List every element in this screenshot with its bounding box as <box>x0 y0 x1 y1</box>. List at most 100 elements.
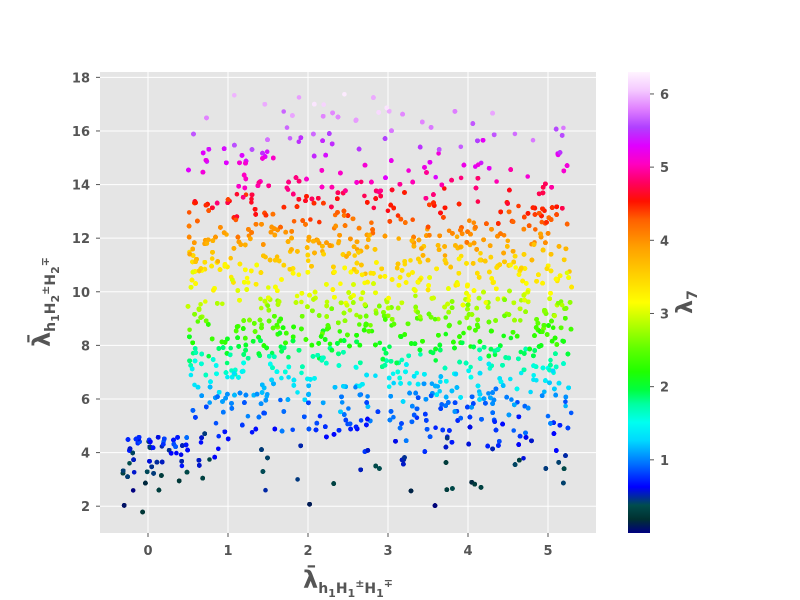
scatter-point <box>373 373 378 379</box>
scatter-point <box>365 394 370 399</box>
scatter-point <box>179 463 185 469</box>
scatter-point <box>130 488 136 493</box>
scatter-point <box>433 174 439 180</box>
scatter-point <box>436 151 441 156</box>
scatter-point <box>192 382 197 388</box>
scatter-point <box>220 301 225 307</box>
scatter-point <box>278 397 283 403</box>
scatter-point <box>207 457 212 462</box>
scatter-point <box>521 226 527 232</box>
scatter-point <box>279 375 284 381</box>
scatter-point <box>244 275 250 281</box>
scatter-point <box>410 217 416 222</box>
scatter-point <box>377 274 383 280</box>
scatter-point <box>216 433 221 439</box>
scatter-point <box>432 316 438 322</box>
scatter-point <box>352 253 358 258</box>
scatter-point <box>518 349 524 355</box>
scatter-point <box>336 240 341 246</box>
scatter-point <box>486 391 491 396</box>
scatter-point <box>188 372 194 378</box>
scatter-point <box>408 258 413 263</box>
scatter-point <box>342 92 347 97</box>
scatter-point <box>530 137 536 143</box>
scatter-point <box>186 210 192 215</box>
scatter-point <box>229 368 234 373</box>
scatter-point <box>505 238 511 244</box>
scatter-point <box>341 310 347 316</box>
scatter-point <box>454 234 460 239</box>
scatter-point <box>478 251 483 256</box>
scatter-point <box>284 125 290 130</box>
scatter-point <box>338 409 343 415</box>
scatter-point <box>206 353 211 359</box>
scatter-point <box>413 293 418 299</box>
scatter-point <box>232 93 237 98</box>
scatter-point <box>385 208 391 214</box>
scatter-point <box>391 380 397 386</box>
scatter-point <box>308 217 313 222</box>
scatter-point <box>236 375 241 380</box>
scatter-point <box>545 413 551 419</box>
scatter-point <box>310 354 316 359</box>
scatter-point <box>371 205 377 211</box>
scatter-point <box>406 168 411 173</box>
scatter-point <box>399 357 405 363</box>
scatter-point <box>511 428 516 433</box>
scatter-point <box>216 346 222 351</box>
scatter-point <box>299 370 304 376</box>
scatter-point <box>531 377 536 383</box>
scatter-point <box>357 342 363 348</box>
scatter-point <box>294 293 300 299</box>
scatter-point <box>378 193 384 199</box>
scatter-point <box>461 330 466 336</box>
scatter-point <box>216 446 221 452</box>
scatter-point <box>198 440 204 445</box>
scatter-point <box>564 270 570 276</box>
scatter-point <box>561 125 566 131</box>
scatter-point <box>228 255 233 261</box>
scatter-point <box>563 403 568 409</box>
scatter-point <box>436 316 441 322</box>
scatter-point <box>468 364 473 370</box>
scatter-point <box>518 318 523 323</box>
scatter-point <box>195 319 201 324</box>
scatter-point <box>550 325 556 331</box>
scatter-point <box>457 320 462 325</box>
scatter-point <box>249 200 254 205</box>
scatter-point <box>266 285 271 290</box>
scatter-point <box>563 399 568 405</box>
scatter-point <box>521 456 526 461</box>
scatter-point <box>214 200 220 206</box>
scatter-point <box>369 220 374 225</box>
scatter-point <box>433 425 438 431</box>
scatter-point <box>320 114 326 119</box>
scatter-point <box>437 388 443 394</box>
scatter-point <box>442 253 448 258</box>
scatter-point <box>358 418 364 423</box>
scatter-point <box>228 345 233 351</box>
scatter-point <box>269 350 275 356</box>
scatter-point <box>295 390 300 395</box>
scatter-point <box>320 400 326 406</box>
scatter-point <box>402 332 408 337</box>
scatter-point <box>290 427 296 433</box>
scatter-point <box>443 331 449 337</box>
scatter-point <box>443 315 449 320</box>
scatter-point <box>303 198 308 203</box>
scatter-point <box>203 299 208 304</box>
scatter-point <box>458 175 464 181</box>
scatter-point <box>299 299 304 305</box>
scatter-point <box>368 323 373 328</box>
scatter-point <box>396 283 402 288</box>
scatter-point <box>386 384 392 390</box>
scatter-point <box>542 389 547 395</box>
scatter-point <box>178 452 184 458</box>
scatter-point <box>234 191 240 197</box>
scatter-point <box>512 131 518 137</box>
scatter-point <box>287 136 293 141</box>
scatter-point <box>396 236 402 241</box>
scatter-point <box>492 352 498 358</box>
scatter-point <box>501 233 507 238</box>
scatter-point <box>362 193 367 199</box>
